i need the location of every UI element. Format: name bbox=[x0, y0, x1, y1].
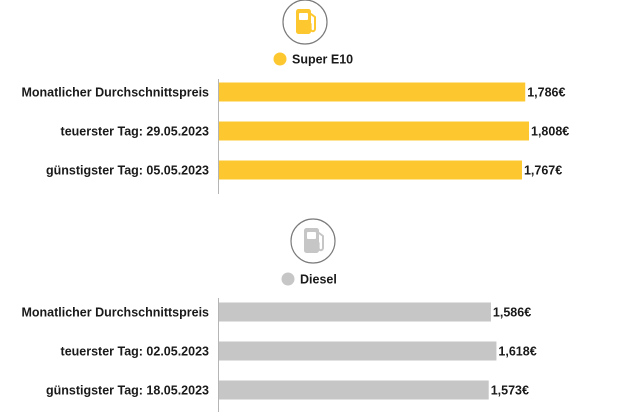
value-label: 1,808€ bbox=[531, 125, 569, 139]
legend-label: Super E10 bbox=[292, 53, 353, 67]
bar bbox=[219, 341, 497, 361]
bar bbox=[219, 121, 529, 141]
category-label: teuerster Tag: 02.05.2023 bbox=[61, 345, 210, 359]
value-label: 1,786€ bbox=[527, 86, 565, 100]
chart-panel-1: Super E10 Monatlicher Durchschnittspreis 1… bbox=[21, 0, 569, 194]
value-label: 1,618€ bbox=[498, 345, 536, 359]
fuel-pump-icon bbox=[290, 218, 336, 264]
category-label: Monatlicher Durchschnittspreis bbox=[21, 86, 209, 100]
legend: Super E10 bbox=[273, 52, 353, 67]
category-label: günstigster Tag: 05.05.2023 bbox=[46, 164, 209, 178]
value-label: 1,586€ bbox=[493, 306, 531, 320]
legend-label: Diesel bbox=[300, 273, 337, 287]
chart-panel-2: Diesel Monatlicher Durchschnittspreis 1,58… bbox=[21, 218, 537, 412]
value-label: 1,767€ bbox=[524, 164, 562, 178]
category-label: Monatlicher Durchschnittspreis bbox=[21, 306, 209, 320]
value-label: 1,573€ bbox=[491, 384, 529, 398]
legend: Diesel bbox=[281, 272, 337, 287]
bar bbox=[219, 160, 522, 180]
bar bbox=[219, 82, 526, 102]
bar bbox=[219, 380, 489, 400]
category-label: teuerster Tag: 29.05.2023 bbox=[61, 125, 210, 139]
fuel-pump-icon bbox=[282, 0, 328, 45]
bar bbox=[219, 302, 491, 322]
legend-swatch bbox=[281, 272, 295, 286]
category-label: günstigster Tag: 18.05.2023 bbox=[46, 384, 209, 398]
legend-swatch bbox=[273, 52, 287, 66]
